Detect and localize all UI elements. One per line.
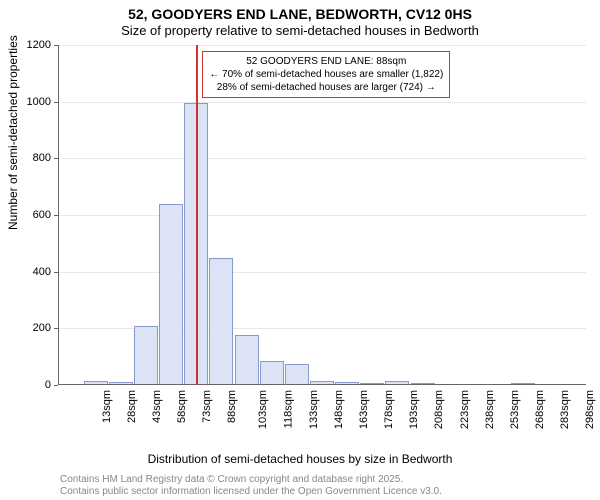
- ytick-label: 1200: [11, 39, 51, 51]
- ytick-label: 1000: [11, 96, 51, 108]
- xtick-label: 58sqm: [176, 390, 188, 423]
- annotation-box: 52 GOODYERS END LANE: 88sqm ← 70% of semi…: [202, 51, 450, 98]
- footer-text-2: Contains public sector information licen…: [60, 486, 442, 497]
- xtick-label: 28sqm: [126, 390, 138, 423]
- ytick-label: 0: [11, 379, 51, 391]
- marker-line: [196, 45, 198, 385]
- y-axis: [58, 45, 59, 385]
- bar: [285, 364, 309, 385]
- xtick-label: 163sqm: [358, 390, 370, 429]
- xtick-label: 118sqm: [282, 390, 294, 428]
- gridline: [58, 45, 586, 46]
- xtick-label: 238sqm: [484, 390, 496, 429]
- xtick-label: 103sqm: [258, 390, 270, 429]
- xtick-label: 43sqm: [151, 390, 163, 423]
- chart-container: 52, GOODYERS END LANE, BEDWORTH, CV12 0H…: [0, 0, 600, 500]
- xtick-label: 193sqm: [408, 390, 420, 429]
- gridline: [58, 102, 586, 103]
- bar: [235, 335, 259, 385]
- annotation-line3: 28% of semi-detached houses are larger (…: [217, 82, 436, 93]
- xtick-label: 268sqm: [534, 390, 546, 429]
- ytick-label: 200: [11, 322, 51, 334]
- bar: [209, 258, 233, 386]
- gridline: [58, 158, 586, 159]
- annotation-line2: ← 70% of semi-detached houses are smalle…: [209, 69, 443, 80]
- bar: [134, 326, 158, 386]
- bar: [260, 361, 284, 385]
- gridline: [58, 272, 586, 273]
- xtick-label: 223sqm: [459, 390, 471, 429]
- xtick-label: 73sqm: [201, 390, 213, 423]
- ytick-mark: [54, 385, 58, 386]
- chart-subtitle: Size of property relative to semi-detach…: [0, 23, 600, 38]
- xtick-label: 148sqm: [333, 390, 345, 429]
- xtick-label: 283sqm: [559, 390, 571, 429]
- ytick-label: 400: [11, 266, 51, 278]
- annotation-line1: 52 GOODYERS END LANE: 88sqm: [246, 56, 406, 67]
- xtick-label: 208sqm: [434, 390, 446, 429]
- xtick-label: 298sqm: [584, 390, 596, 429]
- xtick-label: 133sqm: [308, 390, 320, 429]
- xtick-label: 253sqm: [509, 390, 521, 429]
- xtick-label: 13sqm: [101, 390, 113, 423]
- plot-area: 02004006008001000120013sqm28sqm43sqm58sq…: [58, 45, 586, 385]
- ytick-label: 800: [11, 152, 51, 164]
- bar: [159, 204, 183, 385]
- xtick-label: 88sqm: [226, 390, 238, 423]
- x-axis-label: Distribution of semi-detached houses by …: [0, 452, 600, 466]
- x-axis: [58, 384, 586, 385]
- chart-title: 52, GOODYERS END LANE, BEDWORTH, CV12 0H…: [0, 6, 600, 22]
- xtick-label: 178sqm: [383, 390, 395, 429]
- ytick-label: 600: [11, 209, 51, 221]
- footer-text-1: Contains HM Land Registry data © Crown c…: [60, 474, 403, 485]
- y-axis-label: Number of semi-detached properties: [6, 35, 20, 230]
- gridline: [58, 215, 586, 216]
